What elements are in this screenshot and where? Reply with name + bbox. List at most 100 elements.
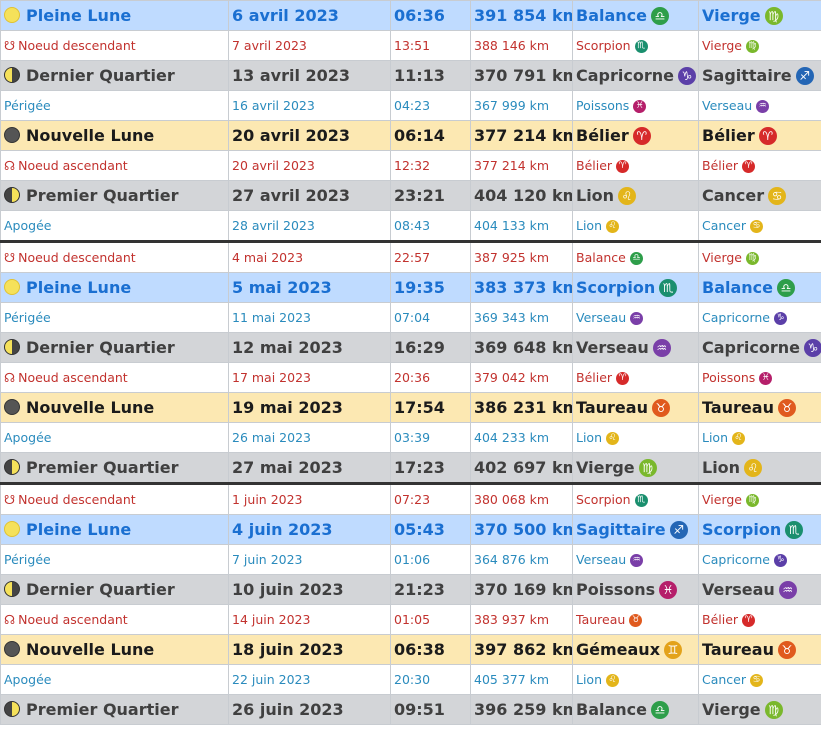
descending-node-icon: ☋ [4,38,16,53]
event-row: Périgée 7 juin 2023 01:06 364 876 km Verseau… [0,544,821,575]
distance-cell: 369 648 km [470,332,573,363]
tropical-sign-cell: Taureau ♉ [698,634,821,665]
tropical-sign-cell: Capricorne ♑ [698,332,821,363]
distance-cell: 404 133 km [470,210,573,242]
date-value: 10 juin 2023 [232,580,344,599]
poissons-icon: ♓ [633,100,647,113]
sidereal-sign-cell: Balance ♎ [572,240,699,273]
event-cell: Apogée [0,210,229,242]
time-cell: 12:32 [390,150,471,181]
event-row: ☋ Noeud descendant 4 mai 2023 22:57 387 925 … [0,240,821,273]
event-name: Noeud ascendant [18,370,128,385]
event-row: Nouvelle Lune 19 mai 2023 17:54 386 231 km T… [0,392,821,423]
time-cell: 04:23 [390,90,471,121]
date-cell: 7 avril 2023 [228,30,391,61]
date-cell: 27 avril 2023 [228,180,391,211]
distance-cell: 379 042 km [470,362,573,393]
sidereal-sign-cell: Lion ♌ [572,664,699,695]
distance-value: 383 937 km [474,612,550,627]
time-cell: 17:54 [390,392,471,423]
tropical-sign-cell: Cancer ♋ [698,180,821,211]
capricorne-icon: ♑ [803,339,821,358]
sign-name: Poissons [576,579,656,599]
date-cell: 14 juin 2023 [228,604,391,635]
sign-name: Vierge [702,250,742,265]
event-cell: ☊ Noeud ascendant [0,362,229,393]
date-cell: 4 juin 2023 [228,514,391,545]
date-value: 6 avril 2023 [232,6,339,25]
event-name: Noeud ascendant [18,612,128,627]
verseau-icon: ♒ [630,554,644,567]
date-cell: 27 mai 2023 [228,452,391,484]
time-cell: 08:43 [390,210,471,242]
full-moon-icon [4,521,20,537]
lion-icon: ♌ [744,459,763,478]
date-value: 27 mai 2023 [232,458,343,477]
sign-name: Gémeaux [576,639,661,659]
time-value: 22:57 [394,250,431,265]
time-value: 06:36 [394,6,445,25]
sign-name: Scorpion [702,519,782,539]
time-value: 04:23 [394,98,431,113]
distance-cell: 383 373 km [470,272,573,303]
date-cell: 19 mai 2023 [228,392,391,423]
date-value: 16 avril 2023 [232,98,315,113]
date-value: 20 avril 2023 [232,126,351,145]
time-value: 03:39 [394,430,431,445]
date-cell: 26 juin 2023 [228,694,391,725]
time-cell: 17:23 [390,452,471,484]
tropical-sign-cell: Lion ♌ [698,422,821,453]
event-name: Périgée [4,552,51,567]
sign-name: Scorpion [576,492,631,507]
date-cell: 13 avril 2023 [228,60,391,91]
sagittaire-icon: ♐ [795,67,814,86]
time-value: 05:43 [394,520,445,539]
date-value: 22 juin 2023 [232,672,311,687]
date-value: 12 mai 2023 [232,338,343,357]
sign-name: Taureau [576,612,626,627]
date-cell: 4 mai 2023 [228,240,391,273]
event-name: Noeud ascendant [18,158,128,173]
sidereal-sign-cell: Taureau ♉ [572,604,699,635]
date-value: 7 avril 2023 [232,38,307,53]
capricorne-icon: ♑ [677,67,696,86]
sidereal-sign-cell: Vierge ♍ [572,452,699,484]
distance-value: 370 169 km [474,580,573,599]
event-name: Pleine Lune [26,278,132,297]
sidereal-sign-cell: Verseau ♒ [572,332,699,363]
sign-name: Bélier [702,158,739,173]
full-moon-icon [4,7,20,23]
sign-name: Verseau [576,337,649,357]
sign-name: Lion [576,218,603,233]
verseau-icon: ♒ [778,581,797,600]
distance-cell: 377 214 km [470,150,573,181]
distance-cell: 402 697 km [470,452,573,484]
distance-value: 383 373 km [474,278,573,297]
date-value: 13 avril 2023 [232,66,351,85]
event-cell: Périgée [0,90,229,121]
event-cell: Apogée [0,422,229,453]
distance-value: 380 068 km [474,492,550,507]
sign-name: Bélier [576,158,613,173]
sidereal-sign-cell: Verseau ♒ [572,302,699,333]
gemeaux-icon: ♊ [664,641,683,660]
distance-value: 387 925 km [474,250,550,265]
event-cell: Premier Quartier [0,694,229,725]
time-cell: 09:51 [390,694,471,725]
event-row: Nouvelle Lune 18 juin 2023 06:38 397 862 km… [0,634,821,665]
date-cell: 26 mai 2023 [228,422,391,453]
tropical-sign-cell: Poissons ♓ [698,362,821,393]
event-name: Noeud descendant [18,250,136,265]
sign-name: Scorpion [576,38,631,53]
sidereal-sign-cell: Scorpion ♏ [572,482,699,515]
event-cell: ☋ Noeud descendant [0,482,229,515]
sidereal-sign-cell: Lion ♌ [572,180,699,211]
date-value: 14 juin 2023 [232,612,311,627]
sign-name: Verseau [576,552,627,567]
sign-name: Sagittaire [576,519,666,539]
sign-name: Taureau [702,397,774,417]
distance-value: 388 146 km [474,38,550,53]
tropical-sign-cell: Capricorne ♑ [698,544,821,575]
verseau-icon: ♒ [652,339,671,358]
time-value: 23:21 [394,186,445,205]
